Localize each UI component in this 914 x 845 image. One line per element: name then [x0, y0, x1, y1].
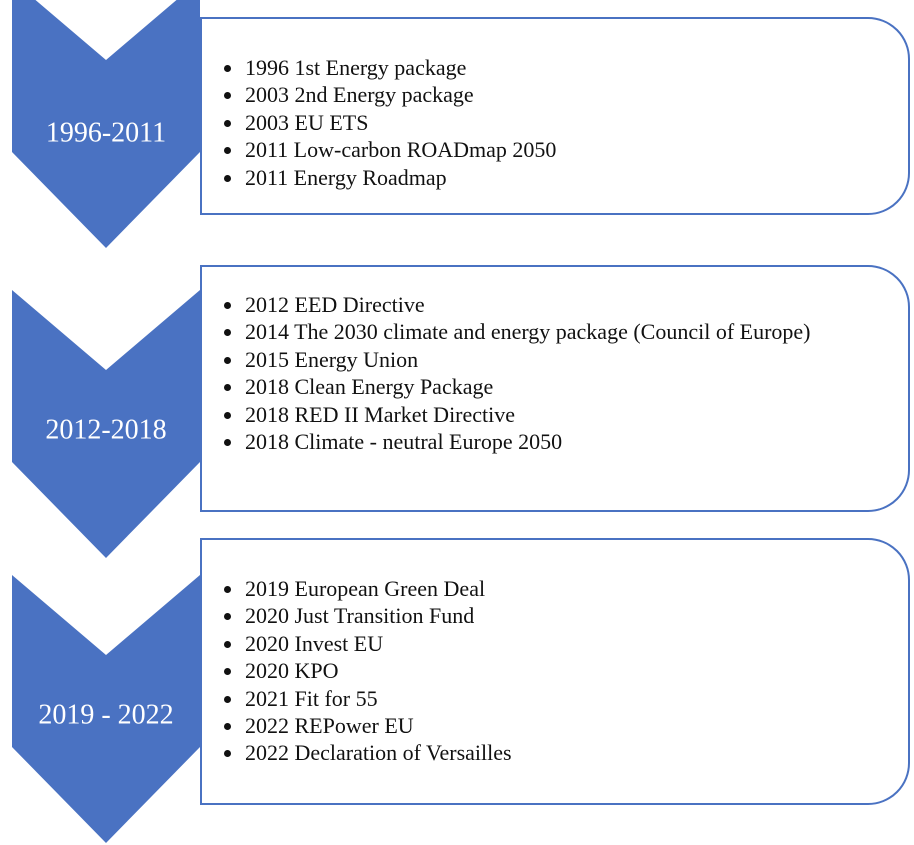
item: 2020 Invest EU: [202, 630, 885, 657]
item: 2012 EED Directive: [202, 291, 885, 318]
stage-box: 2019 European Green Deal 2020 Just Transi…: [200, 538, 910, 805]
item: 2018 Clean Energy Package: [202, 373, 885, 400]
item: 2014 The 2030 climate and energy package…: [202, 318, 885, 345]
item-list: 1996 1st Energy package 2003 2nd Energy p…: [202, 54, 885, 191]
stage-label: 1996-2011: [46, 117, 166, 148]
item: 1996 1st Energy package: [202, 54, 885, 81]
stage-box: 2012 EED Directive 2014 The 2030 climate …: [200, 265, 910, 512]
item: 2019 European Green Deal: [202, 575, 885, 602]
stage-box: 1996 1st Energy package 2003 2nd Energy p…: [200, 17, 910, 215]
item: 2022 REPower EU: [202, 712, 885, 739]
item: 2011 Energy Roadmap: [202, 164, 885, 191]
item: 2020 KPO: [202, 657, 885, 684]
item: 2021 Fit for 55: [202, 685, 885, 712]
item-list: 2012 EED Directive 2014 The 2030 climate …: [202, 291, 885, 455]
chevron: [12, 290, 200, 558]
item: 2020 Just Transition Fund: [202, 602, 885, 629]
item: 2022 Declaration of Versailles: [202, 739, 885, 766]
item: 2018 RED II Market Directive: [202, 401, 885, 428]
item: 2015 Energy Union: [202, 346, 885, 373]
stage-label: 2012-2018: [45, 414, 166, 445]
item: 2003 2nd Energy package: [202, 81, 885, 108]
chevron: [12, 575, 200, 843]
item: 2003 EU ETS: [202, 109, 885, 136]
chevron: [12, 0, 200, 248]
item: 2018 Climate - neutral Europe 2050: [202, 428, 885, 455]
item: 2011 Low-carbon ROADmap 2050: [202, 136, 885, 163]
stage-label: 2019 - 2022: [38, 699, 173, 730]
item-list: 2019 European Green Deal 2020 Just Transi…: [202, 575, 885, 767]
